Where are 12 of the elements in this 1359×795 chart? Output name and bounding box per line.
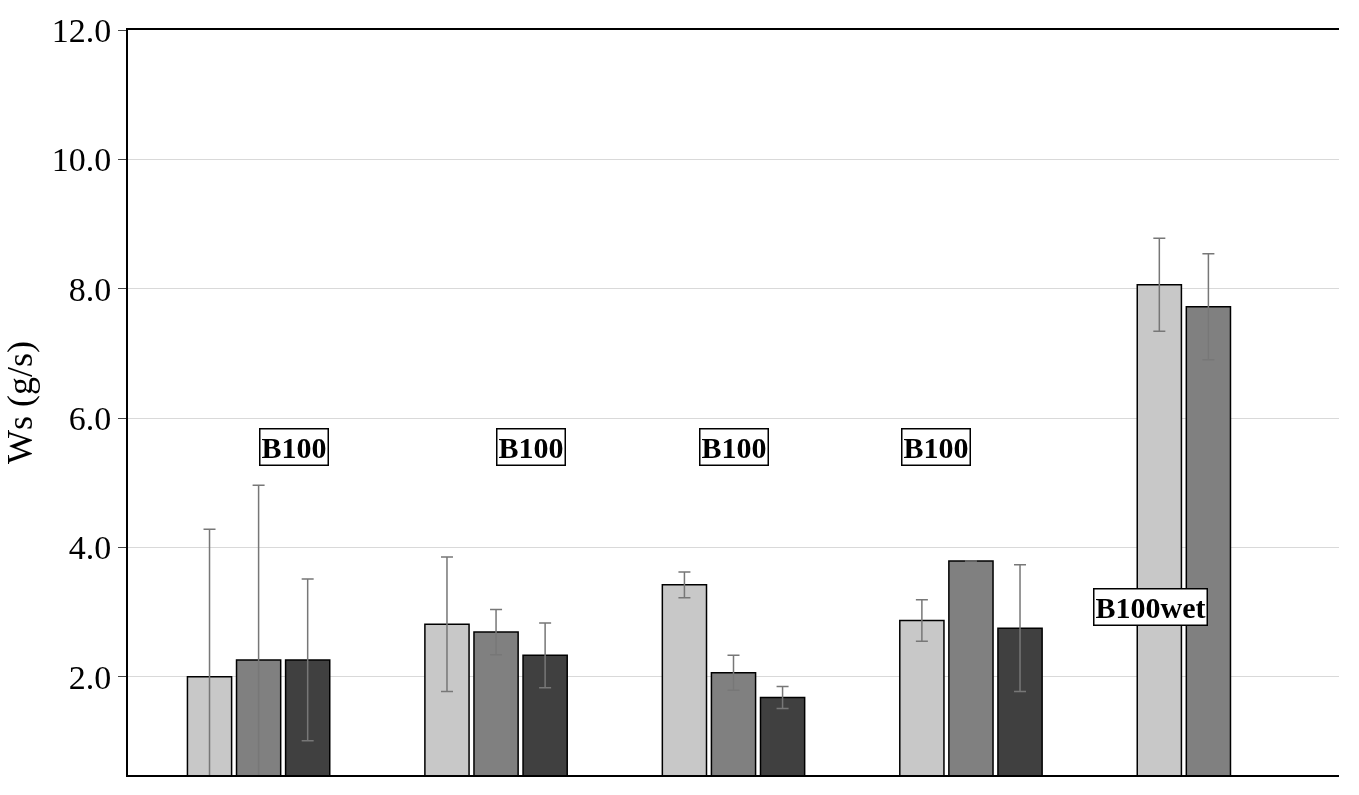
y-tick-label: 6.0 bbox=[68, 399, 112, 437]
annotation: B100wet bbox=[1095, 590, 1206, 624]
y-tick-label: 4.0 bbox=[68, 529, 112, 567]
y-axis-title: Ws (g/s) bbox=[0, 341, 40, 464]
y-tick-label: 12.0 bbox=[51, 11, 112, 49]
annotation: B100 bbox=[701, 430, 767, 464]
y-tick-label: 2.0 bbox=[68, 658, 112, 696]
annotation: B100 bbox=[903, 430, 969, 464]
annotation: B100 bbox=[498, 430, 564, 464]
y-tick-label: 8.0 bbox=[68, 270, 112, 308]
annotation: B100 bbox=[261, 430, 327, 464]
y-tick-label: 10.0 bbox=[51, 141, 112, 179]
